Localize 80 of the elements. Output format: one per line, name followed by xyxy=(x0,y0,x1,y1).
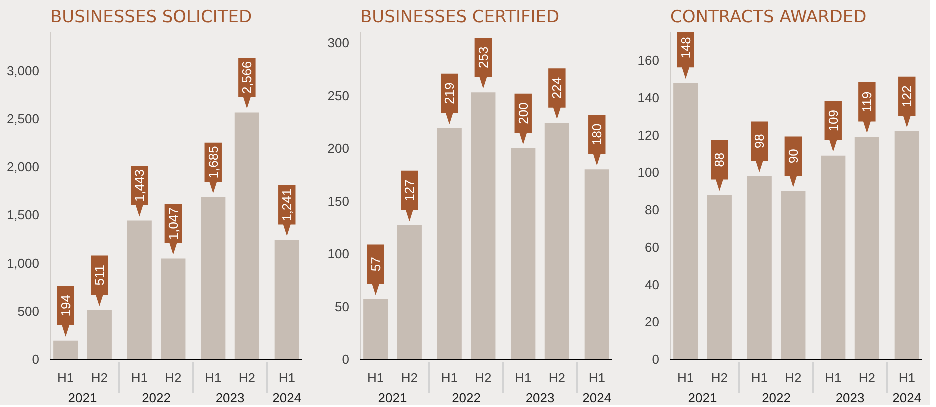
y-tick-label: 100 xyxy=(328,246,350,262)
data-label: 253 xyxy=(476,46,491,68)
data-label: 122 xyxy=(900,86,915,108)
chart-title: BUSINESSES SOLICITED xyxy=(50,8,252,28)
y-tick-label: 250 xyxy=(328,88,350,104)
chart-title: BUSINESSES CERTIFIED xyxy=(360,8,560,28)
y-tick-label: 2,000 xyxy=(6,160,40,175)
y-tick-label: 60 xyxy=(645,240,660,255)
y-tick-label: 100 xyxy=(638,165,660,180)
data-label: 1,047 xyxy=(166,208,181,240)
text: 2022 xyxy=(452,390,481,406)
data-label: 148 xyxy=(678,37,694,59)
x-tick-label: H1 xyxy=(678,370,694,386)
chart-title: CONTRACTS AWARDED xyxy=(670,8,867,28)
y-tick-label: 0 xyxy=(32,352,40,367)
y-tick-label: 150 xyxy=(328,194,350,209)
x-tick-label: H2 xyxy=(401,370,418,386)
data-label: 127 xyxy=(402,180,418,202)
text: 2023 xyxy=(526,390,555,406)
text: 2022 xyxy=(762,390,791,406)
x-tick-label: H1 xyxy=(278,370,296,386)
y-tick-label: 500 xyxy=(18,304,40,319)
x-tick-label: H2 xyxy=(548,370,566,386)
data-label: 57 xyxy=(368,257,384,272)
y-tick-label: 40 xyxy=(645,277,660,292)
data-label: 219 xyxy=(442,82,458,104)
data-label: 88 xyxy=(712,152,728,168)
text: 2021 xyxy=(688,390,718,406)
text: 2021 xyxy=(378,390,408,406)
x-tick-label: H1 xyxy=(751,370,768,386)
x-tick-label: H2 xyxy=(858,370,876,386)
text: 2022 xyxy=(142,390,171,406)
y-tick-label: 120 xyxy=(638,128,660,143)
y-tick-label: 0 xyxy=(342,352,350,367)
y-tick-label: 140 xyxy=(638,90,660,106)
y-tick-label: 160 xyxy=(638,53,660,68)
data-label: 1,241 xyxy=(280,188,295,222)
y-tick-label: 1,500 xyxy=(6,208,40,223)
text: 2021 xyxy=(68,390,98,406)
x-tick-label: H2 xyxy=(91,370,108,386)
x-tick-label: H1 xyxy=(588,370,606,386)
data-label: 511 xyxy=(92,264,108,286)
x-tick-label: H1 xyxy=(515,370,532,386)
data-label: 2,566 xyxy=(240,61,255,94)
data-label: 200 xyxy=(516,102,531,124)
x-tick-label: H2 xyxy=(165,370,182,386)
x-tick-label: H1 xyxy=(368,370,384,386)
text: 2023 xyxy=(836,390,865,406)
text: 2024 xyxy=(272,390,302,406)
data-label: 109 xyxy=(826,110,841,132)
x-tick-label: H1 xyxy=(825,370,842,386)
data-label: 90 xyxy=(786,149,801,164)
y-tick-label: 20 xyxy=(645,314,660,330)
x-tick-label: H2 xyxy=(711,370,728,386)
x-tick-label: H1 xyxy=(441,370,458,386)
y-tick-label: 300 xyxy=(328,36,350,51)
data-label: 194 xyxy=(58,294,74,317)
y-tick-label: 50 xyxy=(335,299,350,314)
x-tick-label: H2 xyxy=(238,370,256,386)
y-tick-label: 3,000 xyxy=(6,63,40,78)
data-label: 98 xyxy=(752,134,768,149)
data-label: 1,443 xyxy=(132,169,148,202)
x-tick-label: H1 xyxy=(131,370,148,386)
text: 2023 xyxy=(216,390,245,406)
y-tick-label: 2,500 xyxy=(6,112,40,127)
data-label: 180 xyxy=(590,124,605,146)
x-tick-label: H1 xyxy=(898,370,916,386)
data-label: 1,685 xyxy=(206,146,221,179)
text: 2024 xyxy=(892,390,922,406)
y-tick-label: 1,000 xyxy=(6,256,40,271)
y-tick-label: 0 xyxy=(652,352,660,367)
x-tick-label: H2 xyxy=(785,370,802,386)
x-tick-label: H1 xyxy=(205,370,222,386)
x-tick-label: H1 xyxy=(58,370,74,386)
y-tick-label: 80 xyxy=(645,202,660,218)
text: 2024 xyxy=(582,390,612,406)
y-tick-label: 200 xyxy=(328,141,350,156)
x-tick-label: H2 xyxy=(475,370,492,386)
data-label: 224 xyxy=(550,77,565,100)
data-label: 119 xyxy=(860,92,875,113)
